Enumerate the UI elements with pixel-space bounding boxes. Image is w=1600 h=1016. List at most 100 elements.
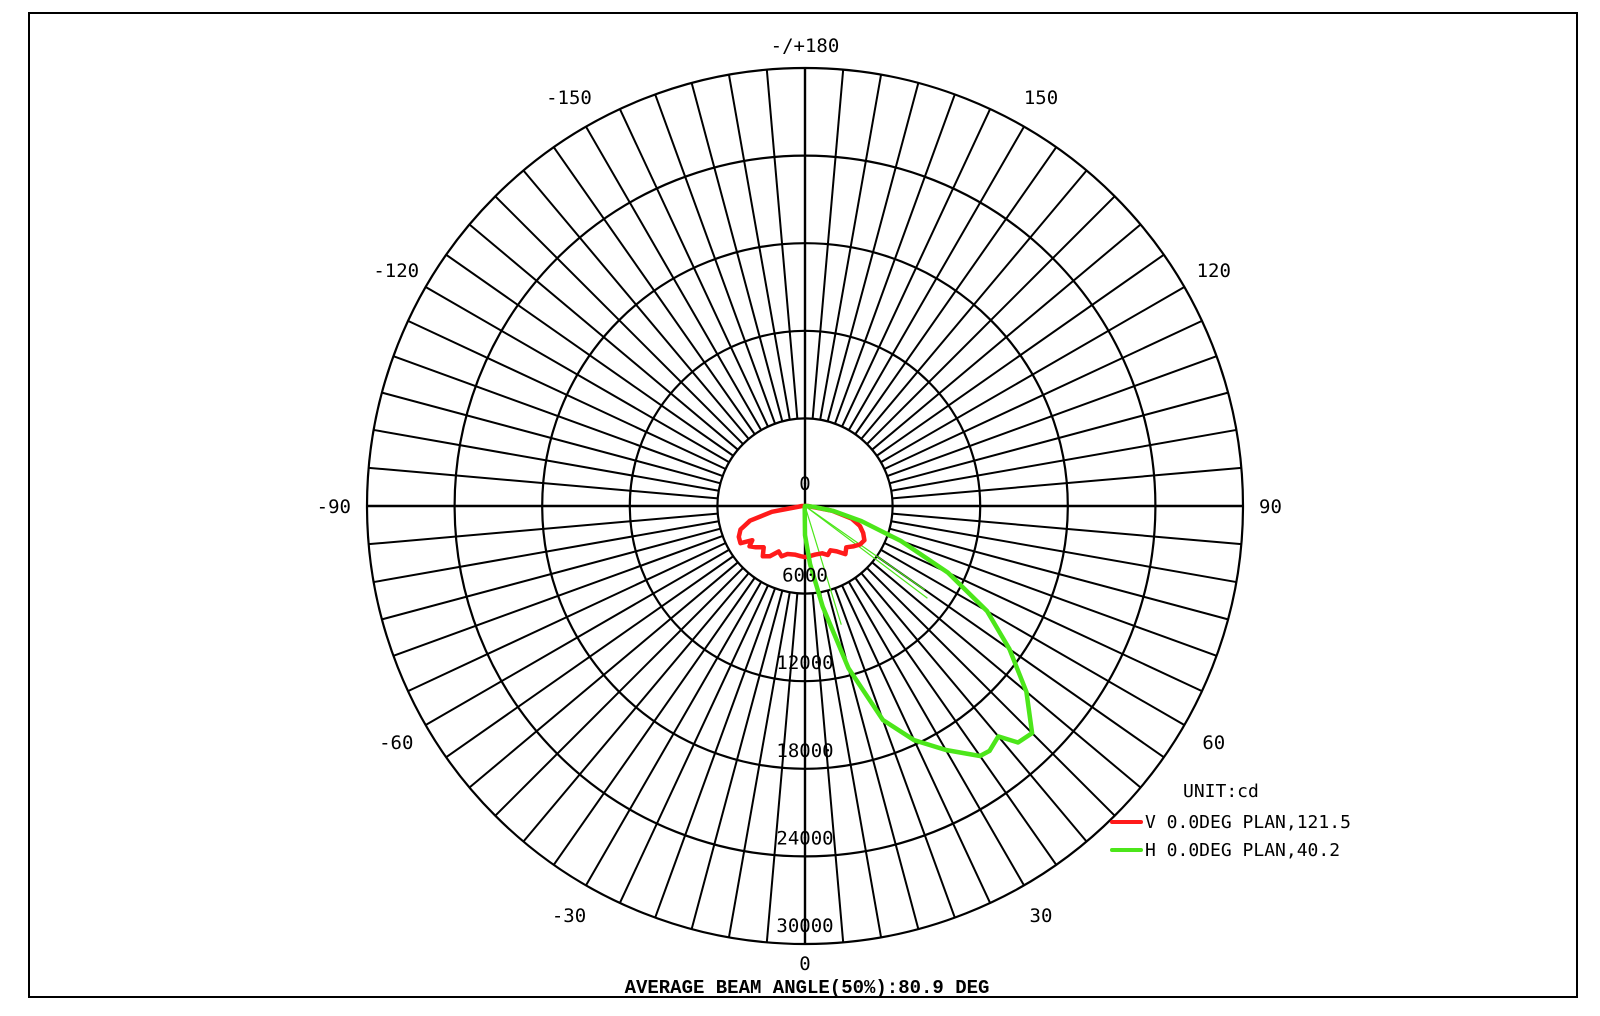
- reference-line-1: [804, 505, 928, 599]
- spoke--145: [552, 146, 756, 435]
- spoke-20: [834, 587, 956, 918]
- spoke-15: [826, 590, 920, 930]
- spoke-30: [847, 581, 1025, 886]
- spoke-170: [819, 74, 883, 420]
- spoke-25: [841, 584, 992, 904]
- radial-tick-30000: 30000: [776, 915, 833, 937]
- radial-tick-12000: 12000: [776, 652, 833, 674]
- spoke--15: [690, 590, 784, 930]
- spoke-45: [866, 567, 1116, 817]
- angle-label--30: -30: [552, 905, 586, 927]
- angle-label-90: 90: [1259, 496, 1282, 518]
- spoke--40: [522, 572, 750, 843]
- spoke-175: [811, 69, 845, 419]
- spoke--125: [445, 253, 734, 457]
- angle-label--60: -60: [379, 732, 413, 754]
- angle-label--/+180: -/+180: [771, 35, 840, 57]
- spoke--175: [765, 69, 799, 419]
- spoke-80: [891, 520, 1237, 584]
- spoke--165: [690, 82, 784, 422]
- plot-frame: [28, 12, 1578, 998]
- spoke--50: [468, 561, 739, 789]
- intensity-curves: [736, 503, 1035, 759]
- spoke--60: [425, 548, 730, 726]
- spoke--105: [381, 391, 721, 485]
- spoke--5: [765, 593, 799, 943]
- spoke--20: [654, 587, 776, 918]
- spoke--85: [368, 512, 718, 546]
- legend: UNIT:cd V 0.0DEG PLAN,121.5 H 0.0DEG PLA…: [1110, 781, 1351, 861]
- spoke-130: [871, 223, 1142, 451]
- spoke-60: [880, 548, 1185, 726]
- spoke-110: [886, 355, 1217, 477]
- spoke-95: [892, 466, 1242, 500]
- spoke--70: [393, 535, 724, 657]
- angle-label-60: 60: [1202, 732, 1225, 754]
- angle-label-30: 30: [1030, 905, 1053, 927]
- radial-tick-6000: 6000: [782, 565, 828, 587]
- angle-label--120: -120: [373, 260, 419, 282]
- radial-tick-24000: 24000: [776, 827, 833, 849]
- spoke--170: [727, 74, 791, 420]
- spoke--150: [585, 126, 763, 431]
- radial-tick-0: 0: [799, 473, 810, 495]
- spoke--130: [468, 223, 739, 451]
- angle-label-120: 120: [1197, 260, 1231, 282]
- spoke-70: [886, 535, 1217, 657]
- spoke-165: [826, 82, 920, 422]
- spoke--110: [393, 355, 724, 477]
- spoke-75: [889, 527, 1229, 621]
- spoke--65: [407, 542, 727, 693]
- unit-label: UNIT:cd: [1183, 781, 1259, 802]
- v-plane-curve: [736, 503, 867, 560]
- polar-grid: [365, 66, 1245, 946]
- spoke-100: [891, 428, 1237, 492]
- spoke-105: [889, 391, 1229, 485]
- spoke-5: [811, 593, 845, 943]
- spoke-125: [876, 253, 1165, 457]
- spoke--155: [618, 108, 769, 428]
- spoke-40: [860, 572, 1088, 843]
- spoke-50: [871, 561, 1142, 789]
- spoke-65: [883, 542, 1203, 693]
- spoke--75: [381, 527, 721, 621]
- beam-angle-caption: AVERAGE BEAM ANGLE(50%):80.9 DEG: [625, 977, 990, 999]
- spoke-35: [854, 577, 1058, 866]
- spoke-115: [883, 319, 1203, 470]
- spoke--55: [445, 555, 734, 759]
- spoke--35: [552, 577, 756, 866]
- chart-labels: -/+180 -150 150 -120 120 -90 90 -60 60 -30 30 0 0 600…: [317, 35, 1282, 975]
- spoke-155: [841, 108, 992, 428]
- h-plane-curve: [802, 503, 1035, 759]
- radial-tick-18000: 18000: [776, 740, 833, 762]
- spoke--30: [585, 581, 763, 886]
- spoke-135: [866, 195, 1116, 445]
- angle-label--90: -90: [317, 496, 351, 518]
- spoke-10: [819, 592, 883, 938]
- spoke--45: [494, 567, 744, 817]
- spoke-160: [834, 94, 956, 425]
- spoke--135: [494, 195, 744, 445]
- spoke--120: [425, 286, 730, 464]
- legend-h-label: H 0.0DEG PLAN,40.2: [1145, 840, 1340, 861]
- legend-v-label: V 0.0DEG PLAN,121.5: [1145, 812, 1351, 833]
- spoke-120: [880, 286, 1185, 464]
- angle-label-0: 0: [799, 953, 810, 975]
- spoke-140: [860, 169, 1088, 440]
- spoke-85: [892, 512, 1242, 546]
- spoke--140: [522, 169, 750, 440]
- spoke--160: [654, 94, 776, 425]
- spoke--80: [373, 520, 719, 584]
- reference-line-2: [804, 505, 925, 591]
- spoke--95: [368, 466, 718, 500]
- spoke--100: [373, 428, 719, 492]
- spoke-150: [847, 126, 1025, 431]
- angle-label-150: 150: [1024, 87, 1058, 109]
- spoke-145: [854, 146, 1058, 435]
- angle-label--150: -150: [546, 87, 592, 109]
- reference-line-0: [804, 505, 842, 625]
- spoke--25: [618, 584, 769, 904]
- spoke--115: [407, 319, 727, 470]
- spoke--10: [727, 592, 791, 938]
